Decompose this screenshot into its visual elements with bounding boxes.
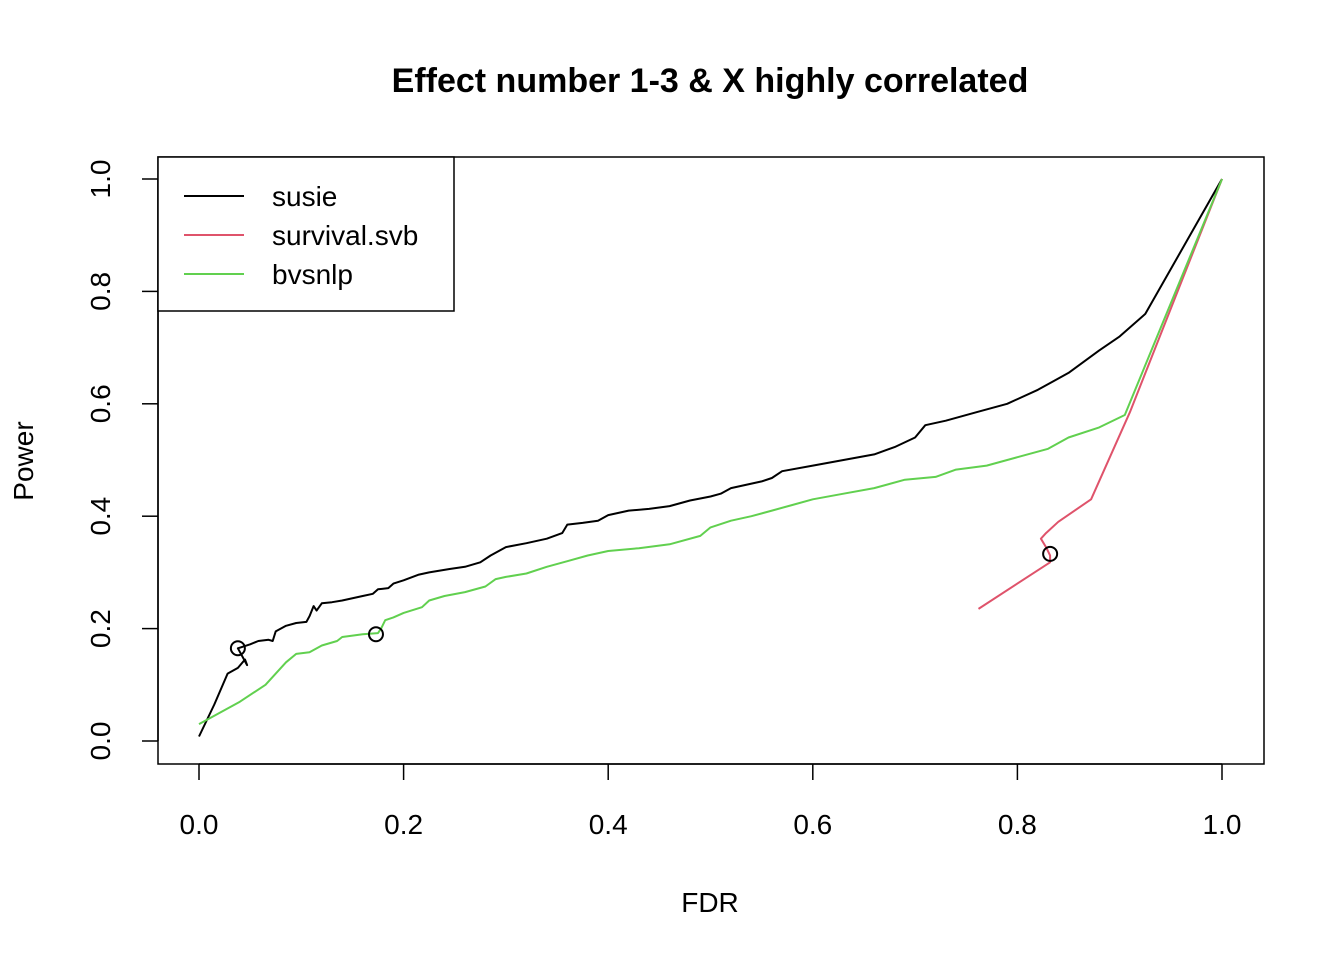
x-tick-label: 0.4 bbox=[589, 809, 628, 840]
series-layer bbox=[198, 178, 1223, 737]
legend-label-survival-svb: survival.svb bbox=[272, 220, 418, 251]
series-line-bvsnlp bbox=[198, 178, 1223, 725]
x-axis: 0.0 0.2 0.4 0.6 0.8 1.0 bbox=[180, 763, 1242, 840]
y-tick-label: 1.0 bbox=[85, 160, 116, 199]
y-tick-label: 0.8 bbox=[85, 272, 116, 311]
y-tick-label: 0.4 bbox=[85, 497, 116, 536]
x-tick-label: 0.6 bbox=[793, 809, 832, 840]
x-tick-label: 0.0 bbox=[180, 809, 219, 840]
y-axis-label: Power bbox=[8, 421, 39, 500]
point-marker bbox=[1042, 545, 1059, 562]
point-marker bbox=[229, 640, 246, 657]
y-tick-label: 0.2 bbox=[85, 609, 116, 648]
y-tick-label: 0.0 bbox=[85, 722, 116, 761]
x-tick-label: 1.0 bbox=[1203, 809, 1242, 840]
x-tick-label: 0.2 bbox=[384, 809, 423, 840]
x-tick-label: 0.8 bbox=[998, 809, 1037, 840]
x-axis-label: FDR bbox=[681, 887, 739, 918]
chart-title: Effect number 1-3 & X highly correlated bbox=[392, 62, 1029, 100]
legend: susie survival.svb bvsnlp bbox=[157, 156, 455, 312]
series-line-susie bbox=[198, 178, 1223, 737]
y-tick-label: 0.6 bbox=[85, 384, 116, 423]
legend-label-bvsnlp: bvsnlp bbox=[272, 259, 353, 290]
marker-layer bbox=[229, 545, 1059, 657]
legend-label-susie: susie bbox=[272, 181, 337, 212]
point-marker bbox=[367, 626, 384, 643]
y-axis: 0.0 0.2 0.4 0.6 0.8 1.0 bbox=[85, 160, 159, 761]
series-line-survival-svb bbox=[977, 178, 1223, 610]
